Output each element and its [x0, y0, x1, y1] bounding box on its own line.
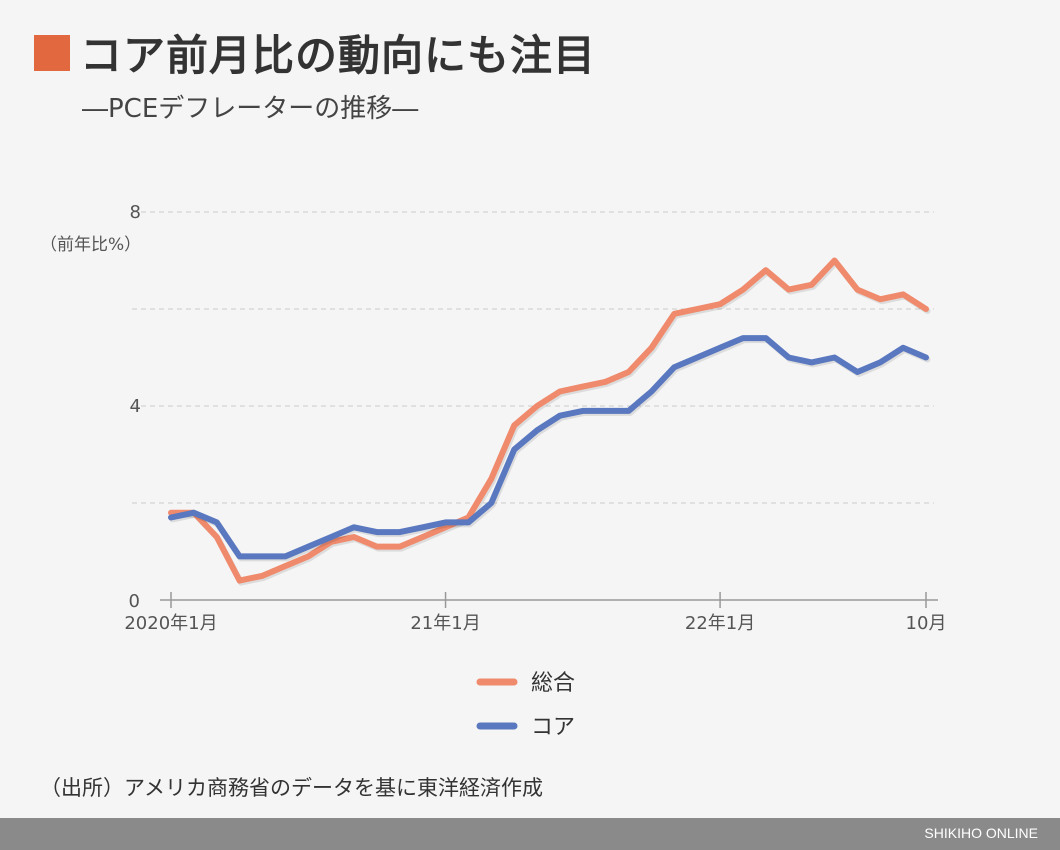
title-row: コア前月比の動向にも注目	[34, 22, 596, 83]
y-tick-label: 8	[130, 202, 141, 223]
legend-label: コア	[531, 715, 575, 740]
x-tick-label: 10月	[906, 613, 947, 634]
x-tick-label: 22年1月	[685, 613, 755, 634]
series-line-core	[168, 335, 929, 560]
x-tick-label: 21年1月	[410, 613, 480, 634]
x-tick-label: 2020年1月	[124, 613, 217, 634]
legend-label: 総合	[531, 671, 575, 696]
chart-subtitle: ―PCEデフレーターの推移―	[82, 94, 419, 124]
footer-brand: SHIKIHO ONLINE	[924, 825, 1038, 841]
series-line-total	[168, 257, 929, 584]
source-note: （出所）アメリカ商務省のデータを基に東洋経済作成	[40, 776, 543, 800]
title-square-icon	[34, 34, 70, 71]
footer-bar: SHIKIHO ONLINE	[0, 818, 1060, 850]
y-tick-label: 4	[130, 396, 141, 417]
series-line-shadow	[169, 337, 931, 562]
y-tick-label: 0	[129, 591, 140, 612]
y-axis-label: （前年比%）	[40, 235, 141, 255]
chart-title: コア前月比の動向にも注目	[80, 31, 597, 80]
